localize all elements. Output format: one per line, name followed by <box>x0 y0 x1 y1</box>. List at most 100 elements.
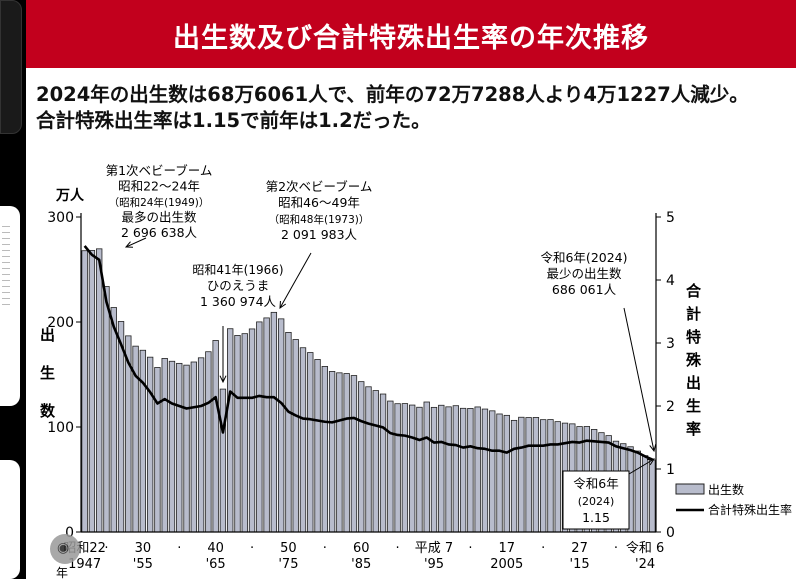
birth-bar <box>154 367 161 533</box>
birth-bar <box>103 286 110 533</box>
birth-bar <box>227 328 234 533</box>
annotation-text: 最多の出生数 <box>121 210 197 225</box>
right-axis-label-char: 生 <box>686 397 701 415</box>
annotation-text: （昭和24年(1949)） <box>109 196 210 209</box>
left-axis-label-char: 生 <box>40 364 55 382</box>
x-tick-label: 50 <box>280 541 297 556</box>
birth-bar <box>503 414 510 533</box>
birth-bar <box>270 311 278 533</box>
birth-bar <box>481 408 489 533</box>
banner-title: 出生数及び合計特殊出生率の年次推移 <box>173 23 649 54</box>
annotation-arrow-line <box>628 458 655 475</box>
right-axis-label-char: 率 <box>686 420 701 438</box>
birth-bar <box>343 373 350 533</box>
left-axis-unit: 万人 <box>55 187 85 204</box>
birth-bar <box>117 321 125 533</box>
birth-bar <box>139 349 147 533</box>
birth-bar <box>518 416 525 533</box>
birth-bar <box>285 331 292 533</box>
x-tick-sublabel: '65 <box>206 557 226 572</box>
image-panel: 出生数及び合計特殊出生率の年次推移 2024年の出生数は68万6061人で、前年… <box>26 0 796 579</box>
x-axis-year-char: 年 <box>56 566 68 579</box>
birth-bar <box>416 406 423 533</box>
x-tick-sublabel: 2005 <box>490 557 523 572</box>
x-tick-label: · <box>396 541 400 556</box>
x-tick-sublabel: '85 <box>351 557 371 572</box>
birth-bar <box>168 360 176 533</box>
birth-bar <box>248 328 256 533</box>
x-tick-label: · <box>104 541 108 556</box>
left-tick-label: 0 <box>65 525 74 541</box>
x-tick-sublabel: '75 <box>278 557 298 572</box>
x-tick-label: 60 <box>353 541 370 556</box>
birth-bar <box>299 347 307 533</box>
x-tick-sublabel: '15 <box>570 557 590 572</box>
birth-bar <box>409 404 416 533</box>
left-tick-label: 100 <box>47 420 74 436</box>
birth-bar <box>641 455 649 533</box>
legend-tfr-label: 合計特殊出生率 <box>708 502 792 517</box>
x-tick-label: · <box>323 541 327 556</box>
x-tick-sublabel: '95 <box>424 557 444 572</box>
x-tick-label: 30 <box>135 541 152 556</box>
annotation-text: ひのえうま <box>207 278 270 293</box>
thumbnail-card[interactable] <box>0 206 20 406</box>
right-axis-label-char: 合 <box>685 282 702 300</box>
annotation-text: 昭和22～24年 <box>118 179 200 194</box>
birth-bar <box>438 404 445 533</box>
x-tick-label: · <box>250 541 254 556</box>
birth-bar <box>183 364 190 533</box>
annotation-arrowhead <box>279 300 287 310</box>
birth-bar <box>241 333 248 533</box>
birth-bar <box>81 250 88 533</box>
chart-axes <box>80 213 657 533</box>
legend-births-label: 出生数 <box>708 482 744 497</box>
tfr-line <box>83 245 653 461</box>
birth-bar <box>510 419 518 533</box>
left-axis-label-char: 数 <box>40 402 56 420</box>
birth-bar <box>489 410 496 533</box>
annotation-text: 1.15 <box>582 510 610 525</box>
x-tick-label: · <box>468 541 472 556</box>
annotation-text: 686 061人 <box>552 282 617 297</box>
birth-bar <box>321 366 328 533</box>
media-control-button[interactable]: ◉ <box>50 534 80 564</box>
annotation-arrowhead <box>124 241 134 248</box>
annotation-text: 1 360 974人 <box>200 294 277 309</box>
right-axis-label-char: 殊 <box>686 351 702 369</box>
x-tick-label: 令和 6 <box>626 541 664 556</box>
birth-bar <box>532 417 540 533</box>
birth-bar <box>394 403 401 533</box>
previous-result-card[interactable] <box>0 0 22 134</box>
x-tick-label: 40 <box>207 541 224 556</box>
birth-bar <box>547 419 554 533</box>
birth-bar <box>372 390 379 533</box>
right-tick-label: 5 <box>666 210 675 226</box>
thumbnail-text-lines <box>2 226 10 306</box>
annotation-text: 第2次ベビーブーム <box>266 179 373 194</box>
x-tick-label: 27 <box>571 541 588 556</box>
birth-bar <box>256 321 263 533</box>
birth-bar <box>365 386 372 533</box>
birth-bar <box>314 359 321 533</box>
annotation-text: (2024) <box>578 495 615 508</box>
annotation-arrow-line <box>623 307 655 452</box>
birth-bar <box>234 335 241 533</box>
x-tick-sublabel: '55 <box>133 557 153 572</box>
annotation-arrow-line <box>279 252 312 309</box>
birth-bar <box>219 388 227 533</box>
x-tick-label: 17 <box>499 541 516 556</box>
birth-bar <box>387 400 394 533</box>
next-result-card[interactable] <box>0 460 20 579</box>
media-icon: ◉ <box>57 540 70 556</box>
tfr-2024-box <box>562 470 630 530</box>
annotation-text: 2 091 983人 <box>281 227 358 242</box>
birth-bar <box>88 249 96 533</box>
title-banner: 出生数及び合計特殊出生率の年次推移 <box>26 0 796 68</box>
birth-bar <box>350 375 358 533</box>
left-tick-label: 200 <box>47 315 74 331</box>
birth-bar <box>467 408 474 533</box>
birth-bar <box>161 358 168 533</box>
